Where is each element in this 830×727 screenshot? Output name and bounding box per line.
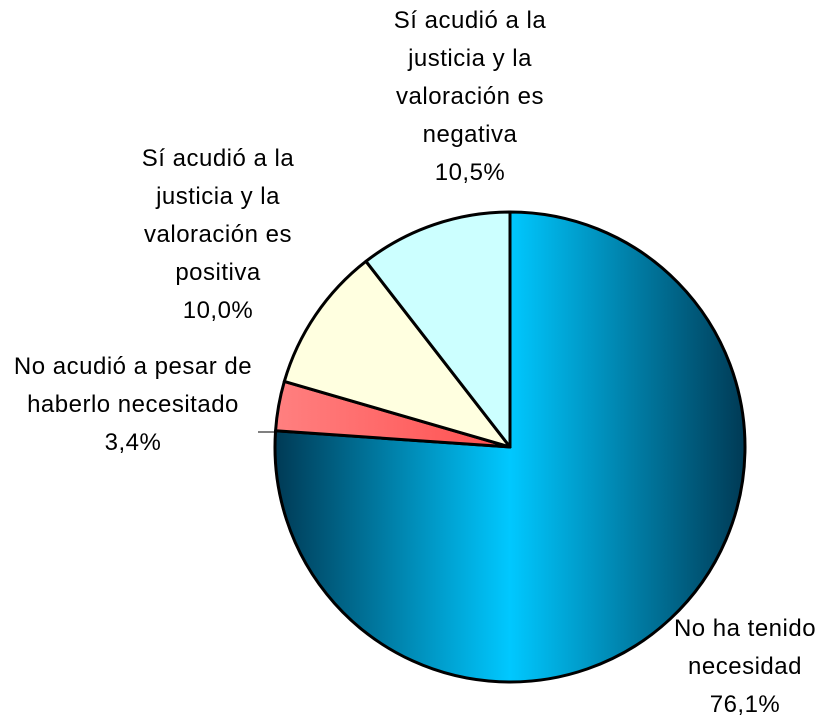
value-label: 76,1% <box>709 691 781 718</box>
slice-label: Sí acudió a la justicia y la valoración … <box>370 2 570 192</box>
category-label: No acudió a pesar de haberlo necesitado <box>13 353 253 418</box>
value-label: 10,0% <box>182 297 254 324</box>
value-label: 3,4% <box>104 429 162 456</box>
slice-label: Sí acudió a la justicia y la valoración … <box>118 140 318 330</box>
value-label: 10,5% <box>434 159 506 186</box>
pie-slice <box>364 210 512 449</box>
category-label: No ha tenido necesidad <box>673 615 817 680</box>
slice-label: No ha tenido necesidad 76,1% <box>660 610 830 724</box>
slice-label: No acudió a pesar de haberlo necesitado 3… <box>3 348 263 462</box>
category-label: Sí acudió a la justicia y la valoración … <box>393 7 547 148</box>
category-label: Sí acudió a la justicia y la valoración … <box>141 145 295 286</box>
pie-slice <box>282 259 512 449</box>
